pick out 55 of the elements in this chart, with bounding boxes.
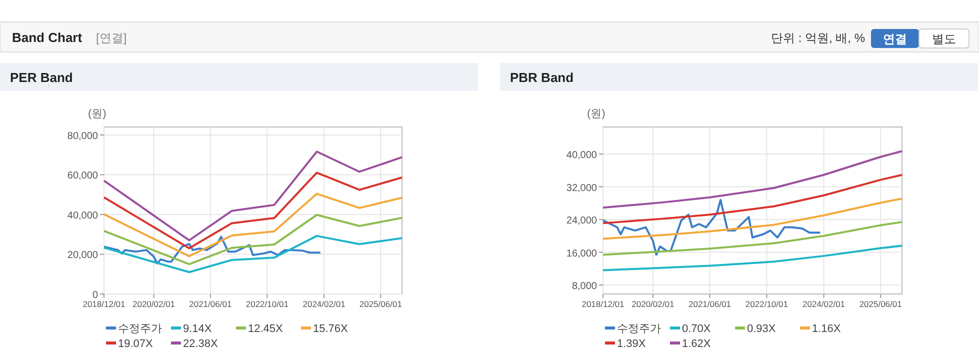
line-series — [103, 150, 403, 242]
line-series — [103, 236, 322, 264]
x-tick-label: 2018/12/01 — [82, 299, 126, 309]
legend-label: 0.93X — [747, 323, 776, 335]
x-tick-label: 2024/02/01 — [302, 299, 346, 309]
x-tick-label: 2024/02/01 — [802, 299, 846, 309]
x-tick-label: 2020/02/01 — [632, 299, 674, 309]
chart-title: PBR Band — [510, 70, 574, 85]
line-series — [602, 198, 903, 240]
text: Band Chart — [12, 30, 83, 45]
x-tick-label: 2022/10/01 — [246, 299, 289, 309]
line-series — [602, 174, 903, 224]
line-series — [602, 198, 822, 256]
line-series — [103, 214, 403, 266]
x-tick-label: 2021/06/01 — [688, 299, 732, 309]
legend-label: 0.70X — [682, 323, 712, 335]
y-tick-label: 8,000 — [572, 280, 598, 292]
text: 연결 — [883, 32, 907, 46]
line-series — [602, 150, 903, 209]
legend-label: 1.62X — [682, 338, 712, 350]
legend-label: 수정주가 — [118, 323, 162, 335]
legend-label: 22.38X — [183, 338, 219, 350]
line-series — [602, 220, 903, 256]
legend-label: 1.16X — [812, 323, 842, 335]
chart-title: PER Band — [10, 70, 73, 85]
text: [연결] — [96, 31, 127, 45]
y-axis-title: (원) — [88, 108, 106, 120]
text: 별도 — [932, 32, 956, 46]
y-tick-label: 0 — [92, 290, 98, 301]
y-tick-label: 20,000 — [67, 250, 98, 262]
line-series — [103, 192, 403, 258]
x-tick-label: 2021/06/01 — [189, 299, 232, 309]
line-series — [103, 172, 403, 250]
y-tick-label: 32,000 — [566, 182, 598, 194]
y-axis-title: (원) — [587, 108, 606, 120]
y-tick-label: 80,000 — [67, 130, 98, 142]
line-series — [103, 234, 403, 274]
y-tick-label: 16,000 — [566, 248, 598, 260]
legend-label: 수정주가 — [617, 323, 661, 335]
text: 단위 : 억원, 배, % — [770, 31, 866, 45]
line-series — [602, 244, 903, 272]
y-tick-label: 40,000 — [67, 210, 98, 222]
legend-label: 1.39X — [617, 338, 646, 350]
x-tick-label: 2025/06/01 — [359, 299, 402, 309]
x-tick-label: 2025/06/01 — [859, 299, 902, 309]
x-tick-label: 2018/12/01 — [582, 299, 625, 309]
legend-label: 15.76X — [313, 323, 349, 335]
y-tick-label: 40,000 — [566, 150, 598, 162]
y-tick-label: 60,000 — [67, 170, 98, 182]
y-tick-label: 24,000 — [566, 216, 598, 227]
legend-label: 19.07X — [118, 338, 154, 350]
legend-label: 9.14X — [183, 323, 212, 335]
legend-label: 12.45X — [248, 323, 284, 335]
x-tick-label: 2022/10/01 — [745, 299, 788, 309]
x-tick-label: 2020/02/01 — [132, 299, 176, 309]
